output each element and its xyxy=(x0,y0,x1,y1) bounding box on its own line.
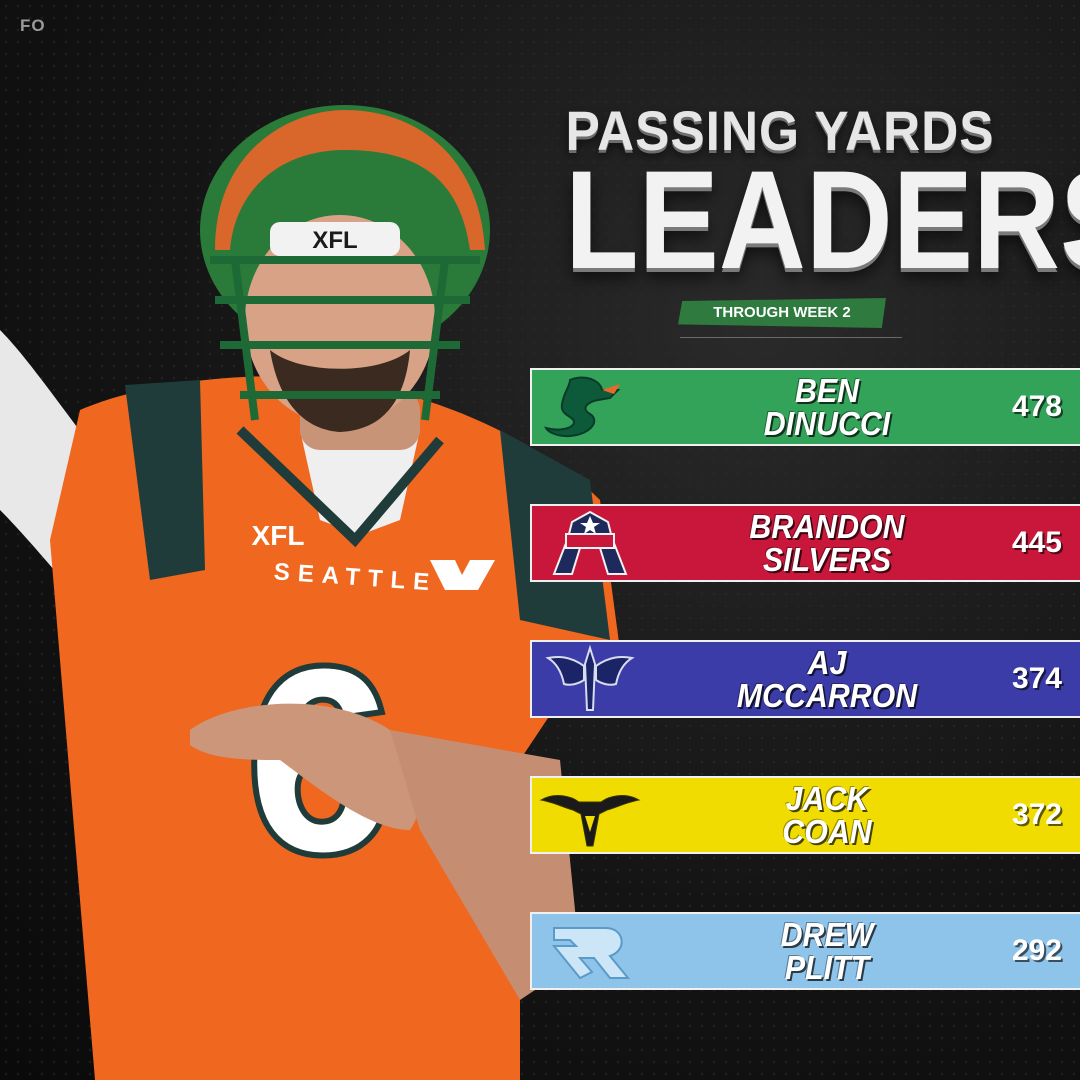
leader-row: JACK COAN 372 xyxy=(530,776,1080,854)
leader-last-name: PLITT xyxy=(784,949,870,986)
player-collar xyxy=(300,430,420,535)
leader-last-name: SILVERS xyxy=(762,541,892,578)
leader-first-name: JACK xyxy=(785,780,869,817)
jersey-collar-trim xyxy=(236,426,444,548)
brand-mark: FO xyxy=(20,16,46,35)
jersey-shoulder-panel xyxy=(125,380,205,580)
seattle-dragon-icon xyxy=(532,370,647,444)
player-hand xyxy=(190,703,421,830)
st-louis-battlehawks-icon xyxy=(532,642,647,716)
leader-yards: 372 xyxy=(1011,798,1062,831)
helmet-badge-text: XFL xyxy=(312,227,357,254)
helmet-facemask xyxy=(210,256,480,399)
leader-row: BRANDON SILVERS 445 xyxy=(530,504,1080,582)
leader-last-name: COAN xyxy=(782,813,872,850)
leader-first-name: BEN xyxy=(794,372,860,409)
leader-name: BRANDON SILVERS xyxy=(648,508,1007,578)
leader-name: JACK COAN xyxy=(648,780,1007,850)
leader-first-name: DREW xyxy=(780,916,874,953)
player-graphic: XFL XFL SEATTLE 6 xyxy=(0,105,620,1080)
title-line-2: LEADERS xyxy=(565,141,1080,298)
arlington-renegades-icon xyxy=(532,914,647,988)
leader-name: BEN DINUCCI xyxy=(648,372,1007,442)
leader-first-name: BRANDON xyxy=(749,508,905,545)
houston-roughnecks-icon xyxy=(532,506,647,580)
subtitle: THROUGH WEEK 2 xyxy=(713,304,851,321)
leader-yards: 478 xyxy=(1011,390,1062,423)
leader-name: AJ MCCARRON xyxy=(648,644,1007,714)
subtitle-divider xyxy=(680,337,902,338)
leader-yards: 445 xyxy=(1011,526,1062,559)
leader-row: BEN DINUCCI 478 xyxy=(530,368,1080,446)
leader-yards: 374 xyxy=(1011,662,1062,695)
leader-row: AJ MCCARRON 374 xyxy=(530,640,1080,718)
leader-name: DREW PLITT xyxy=(648,916,1007,986)
underarmour-logo-icon xyxy=(430,560,495,590)
leader-first-name: AJ xyxy=(807,644,847,681)
title-line-1: PASSING YARDS xyxy=(565,99,995,162)
leader-last-name: DINUCCI xyxy=(763,405,891,442)
jersey-brand: XFL xyxy=(252,520,305,551)
leader-yards: 292 xyxy=(1011,934,1062,967)
helmet-facemask-side xyxy=(231,259,449,421)
leader-last-name: MCCARRON xyxy=(736,677,918,714)
helmet-badge xyxy=(270,222,400,256)
subtitle-banner xyxy=(678,298,886,328)
helmet-stripe xyxy=(215,110,485,250)
san-antonio-brahmas-icon xyxy=(532,778,647,852)
leader-row: DREW PLITT 292 xyxy=(530,912,1080,990)
